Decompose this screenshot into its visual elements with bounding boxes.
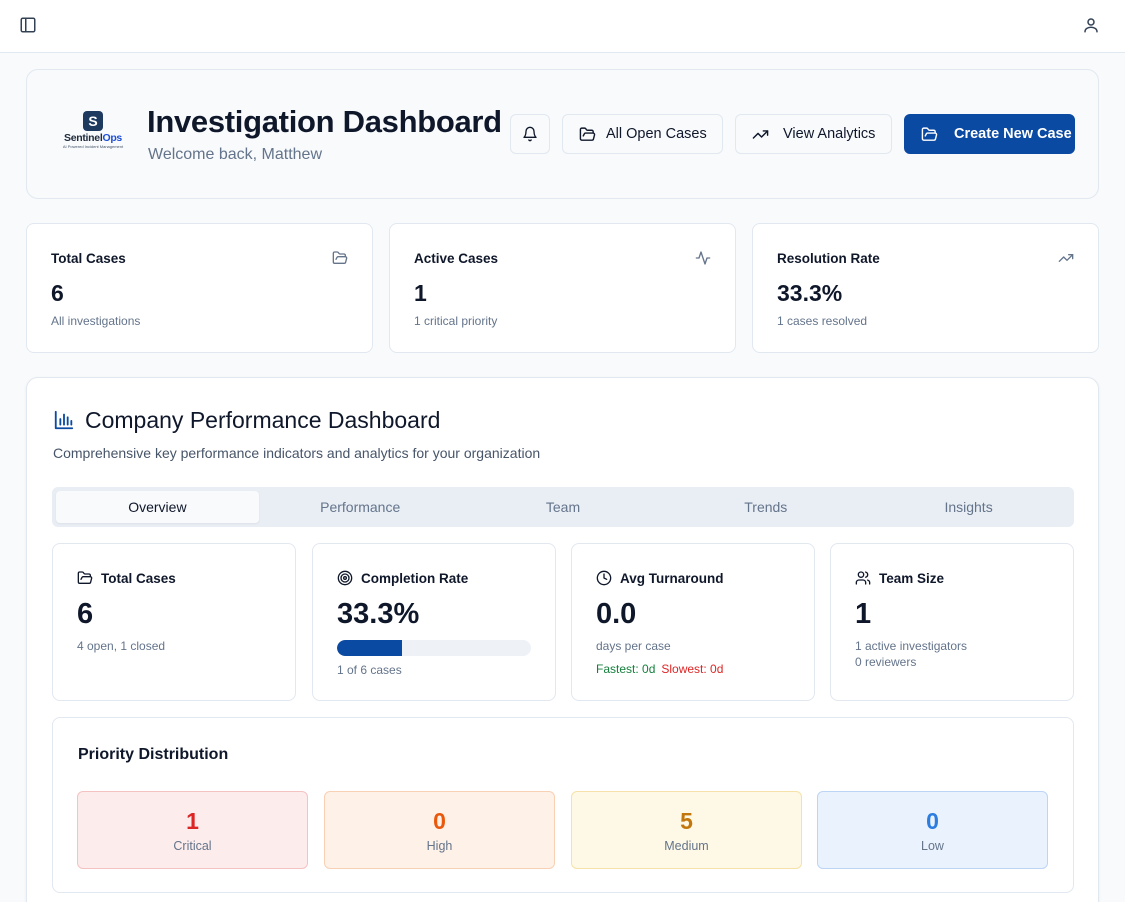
notifications-button[interactable] [510,114,550,154]
folder-open-icon [332,250,348,271]
tab-insights[interactable]: Insights [944,499,993,515]
logo-tagline: AI Powered Incident Management [62,144,124,149]
priority-value: 0 [433,808,446,834]
bar-chart-icon [53,409,75,436]
priority-label: High [426,839,453,853]
stat-value: 1 [414,280,427,306]
priority-value: 1 [186,808,199,834]
kpi-total-cases: Total Cases 6 4 open, 1 closed [52,543,296,701]
kpi-label: Team Size [879,570,945,586]
stat-label: Resolution Rate [777,251,880,266]
kpi-subtext: 1 of 6 cases [337,663,402,677]
company-performance-card: Company Performance Dashboard Comprehens… [26,377,1099,902]
view-analytics-label: View Analytics [783,126,876,142]
logo-name-part1: Sentinel [64,132,103,144]
user-icon[interactable] [1082,16,1100,34]
fastest-text: Fastest: 0d [596,662,656,676]
tab-overview[interactable]: Overview [56,491,259,523]
activity-icon [695,250,711,271]
kpi-label: Total Cases [101,570,176,586]
stat-card-active-cases: Active Cases 1 1 critical priority [389,223,736,353]
users-icon [855,571,871,585]
page-title: Investigation Dashboard [147,104,502,139]
kpi-label: Avg Turnaround [620,570,724,586]
tab-trends[interactable]: Trends [744,499,788,515]
kpi-subtext: days per case [596,639,671,653]
top-bar [0,0,1125,53]
priority-label: Low [921,839,944,853]
clock-icon [596,570,612,586]
tab-performance[interactable]: Performance [320,499,401,515]
folder-open-icon [77,571,93,584]
create-new-case-label: Create New Case [954,126,1072,142]
bell-icon [523,126,537,142]
logo-mark: S [83,111,103,131]
all-open-cases-label: All Open Cases [606,126,707,142]
trending-up-icon [752,129,769,139]
kpi-avg-turnaround: Avg Turnaround 0.0 days per case Fastest… [571,543,815,701]
logo-name-part2: Ops [102,132,122,144]
stat-subtext: 1 critical priority [414,314,498,328]
all-open-cases-button[interactable]: All Open Cases [562,114,723,154]
stat-subtext: 1 cases resolved [777,314,868,328]
priority-value: 5 [680,808,693,834]
folder-open-icon [579,126,596,141]
priority-medium: 5 Medium [571,791,802,869]
active-investigators-text: 1 active investigators [855,639,968,653]
kpi-subtext: 4 open, 1 closed [77,639,166,653]
stat-value: 33.3% [777,280,843,306]
performance-title: Company Performance Dashboard [85,407,441,433]
kpi-value: 0.0 [596,598,637,630]
stat-card-total-cases: Total Cases 6 All investigations [26,223,373,353]
sentinelops-logo: S SentinelOps AI Powered Incident Manage… [61,111,125,151]
kpi-value: 6 [77,598,94,630]
reviewers-text: 0 reviewers [855,655,917,669]
slowest-text: Slowest: 0d [661,662,724,676]
kpi-subtext: 1 active investigators 0 reviewers [855,638,967,670]
welcome-text: Welcome back, Matthew [148,146,322,163]
header-card: S SentinelOps AI Powered Incident Manage… [26,69,1099,199]
priority-label: Medium [664,839,709,853]
stat-label: Total Cases [51,251,126,266]
target-icon [337,570,353,586]
priority-title: Priority Distribution [78,746,229,763]
priority-critical: 1 Critical [77,791,308,869]
performance-tabs: Overview Performance Team Trends Insight… [52,487,1074,527]
priority-distribution-card: Priority Distribution 1 Critical 0 High … [52,717,1074,893]
panel-left-icon[interactable] [19,16,37,34]
folder-open-icon [921,126,938,141]
kpi-label: Completion Rate [361,570,469,586]
priority-low: 0 Low [817,791,1048,869]
fastest-slowest: Fastest: 0d Slowest: 0d [596,662,723,676]
trending-up-icon [1058,250,1074,271]
completion-progress-bar [337,640,531,656]
performance-subtitle: Comprehensive key performance indicators… [53,445,541,461]
priority-label: Critical [173,839,212,853]
kpi-value: 1 [855,598,872,630]
kpi-team-size: Team Size 1 1 active investigators 0 rev… [830,543,1074,701]
priority-high: 0 High [324,791,555,869]
stat-value: 6 [51,280,64,306]
progress-fill [337,640,402,656]
kpi-completion-rate: Completion Rate 33.3% 1 of 6 cases [312,543,556,701]
tab-team[interactable]: Team [545,499,581,515]
logo-name: SentinelOps [61,132,125,144]
kpi-value: 33.3% [337,598,420,630]
priority-value: 0 [926,808,939,834]
create-new-case-button[interactable]: Create New Case [904,114,1075,154]
view-analytics-button[interactable]: View Analytics [735,114,892,154]
stat-subtext: All investigations [51,314,141,328]
stat-label: Active Cases [414,251,499,266]
stat-card-resolution-rate: Resolution Rate 33.3% 1 cases resolved [752,223,1099,353]
